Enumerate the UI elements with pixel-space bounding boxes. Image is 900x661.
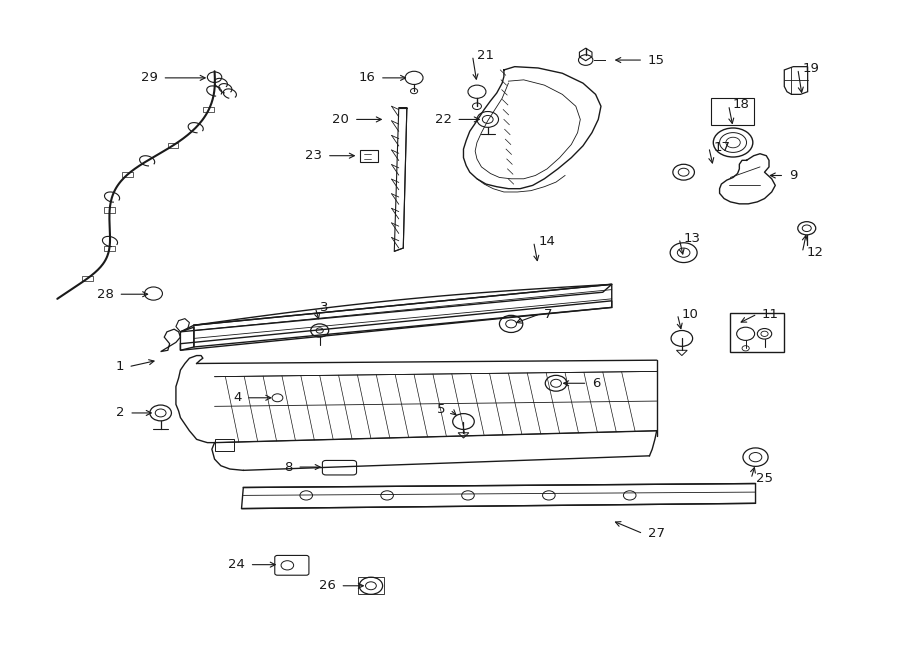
Text: 5: 5 (437, 403, 446, 416)
Bar (167, 143, 178, 148)
Text: 11: 11 (761, 307, 778, 321)
Bar (711, 98, 753, 125)
Text: 10: 10 (682, 307, 698, 321)
Text: 16: 16 (358, 71, 375, 85)
Bar (203, 107, 214, 112)
Bar (122, 172, 133, 177)
Text: 24: 24 (229, 558, 245, 571)
Text: 18: 18 (734, 98, 750, 112)
Text: 28: 28 (97, 288, 114, 301)
Bar (104, 208, 115, 213)
Text: 14: 14 (538, 235, 555, 248)
Text: 2: 2 (116, 407, 125, 420)
Text: 17: 17 (714, 141, 730, 153)
Bar (82, 276, 93, 281)
Text: 13: 13 (684, 231, 700, 245)
Bar (214, 439, 234, 451)
Text: 15: 15 (648, 54, 665, 67)
Text: 25: 25 (755, 473, 772, 485)
Text: 4: 4 (233, 391, 241, 405)
Text: 26: 26 (319, 579, 336, 592)
Text: 8: 8 (284, 461, 292, 473)
Bar (731, 313, 784, 352)
Text: 9: 9 (788, 169, 797, 182)
Text: 27: 27 (648, 527, 665, 540)
Text: 1: 1 (115, 360, 124, 373)
Text: 12: 12 (806, 246, 824, 259)
Text: 6: 6 (592, 377, 600, 390)
Text: 21: 21 (477, 49, 494, 62)
Text: 19: 19 (802, 62, 819, 75)
Text: 22: 22 (435, 113, 452, 126)
Text: 3: 3 (320, 301, 328, 314)
Text: 7: 7 (544, 307, 553, 321)
Bar (360, 150, 378, 162)
Bar (358, 577, 383, 594)
Text: 20: 20 (332, 113, 349, 126)
Text: 29: 29 (141, 71, 158, 85)
Bar (104, 246, 114, 251)
Text: 23: 23 (305, 149, 322, 162)
